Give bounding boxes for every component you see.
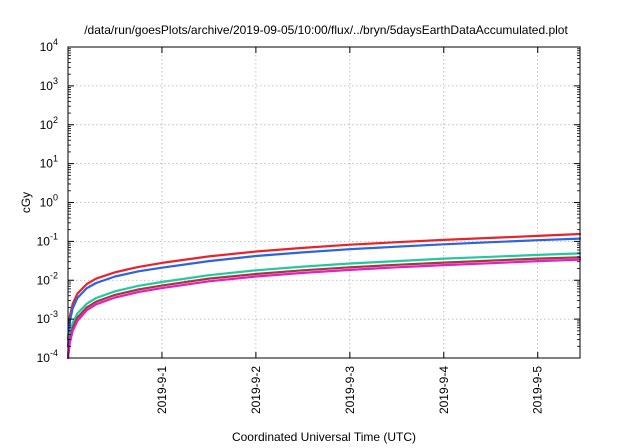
- series-lines: [66, 232, 582, 360]
- y-tick-label: 10-3: [37, 309, 58, 326]
- y-axis-label: cGy: [19, 192, 33, 213]
- series-line: [66, 258, 582, 360]
- x-tick-label: 2019-9-5: [531, 366, 545, 414]
- y-tick-label: 104: [40, 37, 58, 54]
- y-tick-label: 102: [40, 115, 58, 132]
- chart-title: /data/run/goesPlots/archive/2019-09-05/1…: [84, 23, 568, 37]
- y-tick-label: 100: [40, 193, 58, 210]
- axis-ticks: [68, 46, 580, 359]
- y-tick-label: 10-1: [37, 231, 58, 248]
- y-tick-label: 10-4: [37, 348, 58, 365]
- x-tick-label: 2019-9-1: [155, 366, 169, 414]
- y-tick-label: 103: [40, 76, 58, 93]
- x-axis-label: Coordinated Universal Time (UTC): [232, 430, 416, 444]
- series-line: [66, 256, 582, 360]
- series-line: [66, 237, 582, 348]
- x-tick-label: 2019-9-4: [437, 366, 451, 414]
- y-tick-label: 10-2: [37, 270, 58, 287]
- series-line: [66, 232, 582, 341]
- grid-lines: [68, 47, 580, 358]
- y-tick-labels: 10-4 10-3 10-2 10-1 100 101 102 103 104: [37, 37, 58, 365]
- x-tick-label: 2019-9-2: [249, 366, 263, 414]
- x-tick-labels: 2019-9-1 2019-9-2 2019-9-3 2019-9-4 2019-9-5: [155, 366, 545, 414]
- x-tick-label: 2019-9-3: [343, 366, 357, 414]
- y-tick-label: 101: [40, 154, 58, 171]
- series-line: [66, 252, 582, 356]
